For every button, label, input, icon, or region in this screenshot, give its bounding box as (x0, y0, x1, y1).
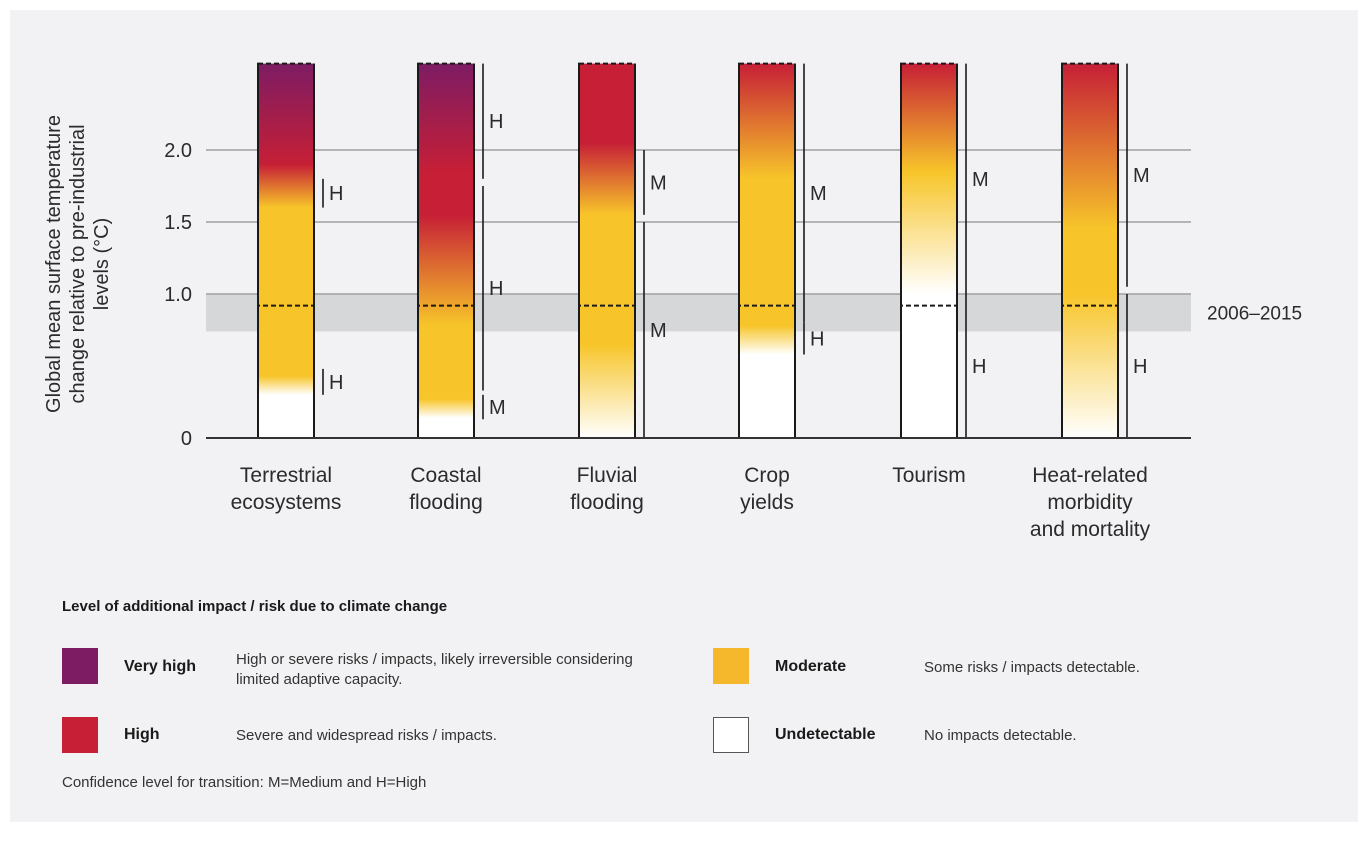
bar-dashed-outline (578, 62, 636, 307)
risk-chart: Global mean surface temperature change re… (43, 62, 1302, 541)
confidence-label: M (810, 183, 827, 205)
confidence-label: H (329, 183, 343, 205)
legend-swatch-moderate (713, 648, 749, 684)
confidence-label: M (650, 172, 667, 194)
y-tick-label: 1.5 (164, 212, 192, 234)
x-category-label: Tourism (892, 464, 966, 487)
bar-dashed-outline (900, 62, 958, 307)
gridlines (206, 149, 1191, 295)
bar-dashed-outline (1061, 62, 1119, 307)
y-tick-labels: 0 1.0 1.5 2.0 (164, 140, 192, 450)
bar (579, 63, 635, 438)
x-category-label: Terrestrial ecosystems (231, 464, 342, 514)
confidence-label: M (972, 169, 989, 191)
bar-dashed-outline (417, 62, 475, 307)
legend-desc-very-high: High or severe risks / impacts, likely i… (236, 651, 633, 688)
x-category-label-line: Tourism (892, 464, 966, 487)
x-category-label: Crop yields (740, 464, 794, 514)
y-tick-label: 1.0 (164, 284, 192, 306)
x-category-label-line: Coastal (410, 464, 481, 487)
x-category-label-line: morbidity (1047, 491, 1133, 514)
x-category-label-line: and mortality (1030, 518, 1151, 541)
x-category-label: Fluvial flooding (570, 464, 644, 514)
y-tick-label: 0 (181, 428, 192, 450)
legend-desc-moderate: Some risks / impacts detectable. (924, 659, 1140, 676)
confidence-label: H (810, 329, 824, 351)
legend-label-high: High (124, 726, 160, 743)
x-category-label-line: Heat-related (1032, 464, 1148, 487)
y-tick-label: 2.0 (164, 140, 192, 162)
y-axis-title: Global mean surface temperature change re… (43, 115, 113, 413)
x-category-label: Coastal flooding (409, 464, 483, 514)
y-axis-title-line: levels (°C) (91, 218, 113, 310)
reference-band-label: 2006–2015 (1207, 304, 1302, 325)
reference-band (206, 294, 1191, 332)
x-category-label: Heat-related morbidity and mortality (1030, 464, 1151, 541)
legend-label-undetectable: Undetectable (775, 726, 876, 743)
bar (258, 63, 314, 438)
legend-title: Level of additional impact / risk due to… (62, 598, 448, 615)
legend-label-very-high: Very high (124, 658, 197, 675)
bar-dashed-outline (738, 62, 796, 307)
confidence-transitions: H H M H H M M H M H M H M (322, 63, 1150, 438)
legend-label-moderate: Moderate (775, 658, 847, 675)
y-axis-title-line: Global mean surface temperature (43, 115, 65, 413)
confidence-label: H (329, 372, 343, 394)
confidence-label: H (972, 356, 986, 378)
x-category-label-line: ecosystems (231, 491, 342, 514)
x-category-label-line: Crop (744, 464, 790, 487)
legend: Level of additional impact / risk due to… (10, 10, 1358, 822)
x-category-label-line: Terrestrial (240, 464, 332, 487)
confidence-label: M (489, 397, 506, 419)
bar (418, 63, 474, 438)
bar (1062, 63, 1118, 438)
confidence-label: M (650, 320, 667, 342)
bar (901, 63, 957, 438)
x-category-label-line: yields (740, 491, 794, 514)
x-category-label-line: flooding (570, 491, 644, 514)
legend-desc-undetectable: No impacts detectable. (924, 727, 1077, 744)
figure-panel: Global mean surface temperature change re… (10, 10, 1358, 822)
confidence-footnote: Confidence level for transition: M=Mediu… (62, 774, 427, 791)
y-axis-label: Global mean surface temperature change re… (43, 115, 113, 413)
bar-dashed-outline (257, 62, 315, 307)
legend-desc-high: Severe and widespread risks / impacts. (236, 727, 497, 744)
bars (257, 62, 1119, 438)
x-category-label-line: flooding (409, 491, 483, 514)
legend-swatch-undetectable (713, 717, 749, 753)
legend-swatch-high (62, 717, 98, 753)
confidence-label: M (1133, 165, 1150, 187)
confidence-label: H (1133, 356, 1147, 378)
x-category-label-line: Fluvial (577, 464, 638, 487)
bar (739, 63, 795, 438)
y-axis-title-line: change relative to pre-industrial (67, 124, 89, 403)
confidence-label: H (489, 278, 503, 300)
legend-swatch-very-high (62, 648, 98, 684)
confidence-label: H (489, 111, 503, 133)
